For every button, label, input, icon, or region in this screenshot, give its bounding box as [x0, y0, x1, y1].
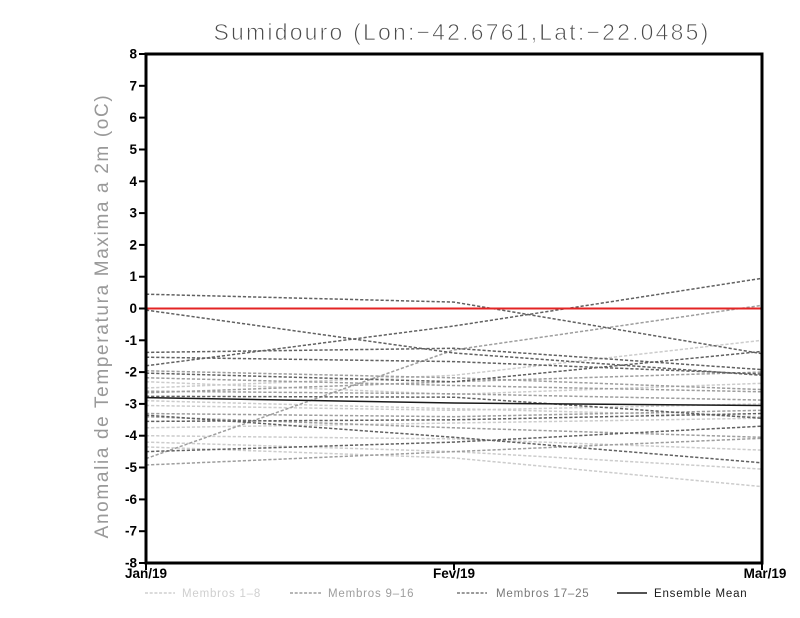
svg-text:-4: -4 — [125, 428, 137, 443]
svg-text:Membros 9–16: Membros 9–16 — [328, 588, 414, 600]
svg-text:0: 0 — [129, 301, 137, 316]
svg-text:3: 3 — [129, 206, 137, 221]
svg-text:Sumidouro (Lon:−42.6761,Lat:−2: Sumidouro (Lon:−42.6761,Lat:−22.0485) — [214, 19, 711, 45]
svg-text:Ensemble Mean: Ensemble Mean — [654, 588, 748, 600]
svg-text:Membros 17–25: Membros 17–25 — [496, 588, 590, 600]
svg-text:Membros 1–8: Membros 1–8 — [182, 588, 261, 600]
svg-text:Jan/19: Jan/19 — [125, 566, 167, 581]
svg-text:Anomalia de Temperatura Maxima: Anomalia de Temperatura Maxima a 2m (oC) — [92, 94, 113, 539]
svg-text:-2: -2 — [125, 365, 137, 380]
svg-text:5: 5 — [129, 142, 137, 157]
svg-text:-5: -5 — [125, 460, 137, 475]
svg-text:2: 2 — [129, 237, 137, 252]
svg-text:1: 1 — [129, 269, 137, 284]
svg-text:-1: -1 — [125, 333, 137, 348]
svg-text:6: 6 — [129, 110, 137, 125]
svg-text:4: 4 — [129, 174, 137, 189]
svg-text:-8: -8 — [125, 556, 137, 571]
svg-text:Mar/19: Mar/19 — [744, 566, 787, 581]
svg-text:Fev/19: Fev/19 — [433, 566, 475, 581]
svg-text:-7: -7 — [125, 524, 137, 539]
svg-text:8: 8 — [129, 47, 137, 62]
svg-text:-3: -3 — [125, 396, 137, 411]
svg-text:-6: -6 — [125, 492, 137, 507]
svg-text:7: 7 — [129, 78, 137, 93]
